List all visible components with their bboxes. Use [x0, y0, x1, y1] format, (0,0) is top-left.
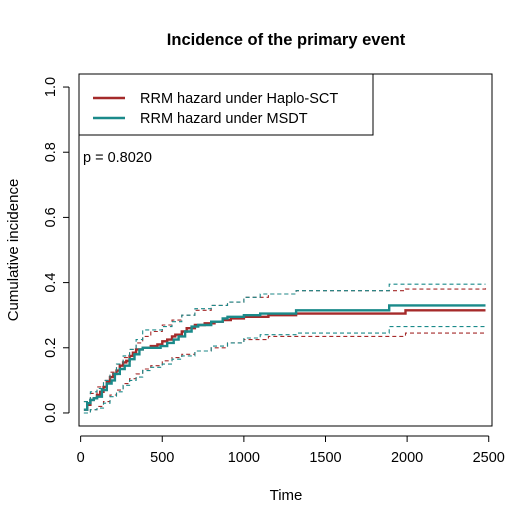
y-tick-label: 0.8 — [43, 142, 59, 162]
confidence-band-line-5 — [83, 326, 486, 414]
y-tick-label: 1.0 — [43, 77, 59, 97]
y-tick-label: 0.6 — [43, 207, 59, 227]
legend-label: RRM hazard under Haplo-SCT — [140, 91, 338, 107]
legend-label: RRM hazard under MSDT — [140, 111, 308, 127]
series-line-0 — [83, 309, 486, 411]
x-tick-label: 1000 — [228, 450, 260, 466]
x-tick-label: 500 — [150, 450, 174, 466]
x-tick-label: 2500 — [473, 450, 505, 466]
y-axis-label: Cumulative incidence — [5, 179, 22, 322]
p-value-annotation: p = 0.8020 — [83, 150, 152, 166]
confidence-band-line-1 — [83, 287, 487, 403]
confidence-band-line-2 — [83, 332, 486, 414]
y-tick-label: 0.4 — [43, 273, 59, 293]
chart-title: Incidence of the primary event — [167, 31, 406, 49]
x-tick-label: 2000 — [391, 450, 423, 466]
series-line-3 — [83, 304, 486, 411]
x-tick-label: 1500 — [309, 450, 341, 466]
confidence-band-line-4 — [83, 283, 486, 403]
series-layer — [83, 283, 487, 414]
legend-box — [78, 73, 374, 136]
y-tick-label: 0.2 — [43, 338, 59, 358]
legend: RRM hazard under Haplo-SCT RRM hazard und… — [78, 73, 374, 136]
axes: 0 500 1000 1500 2000 2500 0.0 0.2 0.4 0.6 0.8 1.0 — [43, 77, 505, 466]
y-tick-label: 0.0 — [43, 403, 59, 423]
x-tick-label: 0 — [77, 450, 85, 466]
x-axis-label: Time — [270, 487, 303, 504]
